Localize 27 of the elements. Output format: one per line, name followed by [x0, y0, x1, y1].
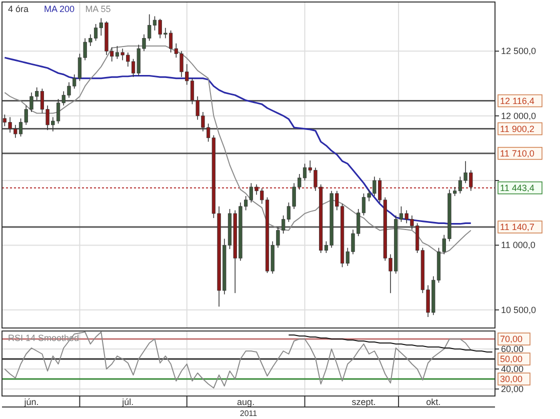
text: MA 55 — [85, 4, 111, 14]
x-tick-label: aug. — [237, 397, 255, 407]
y-tick-label: 40,00 — [501, 364, 524, 374]
ref-line-label: 11 140,7 — [500, 222, 534, 232]
x-tick-label: júl. — [121, 397, 134, 407]
x-tick-label: okt. — [426, 397, 441, 407]
ref-line-label: 11 710,0 — [500, 148, 534, 158]
ref-line-label: 11 900,2 — [500, 124, 534, 134]
y-tick-label: 60,00 — [501, 344, 524, 354]
y-tick-label: 11 000,0 — [501, 240, 536, 250]
x-axis-title: 2011 — [240, 409, 258, 418]
ref-line-label: 12 116,4 — [500, 96, 534, 106]
ref-line-label: 70,00 — [500, 334, 523, 344]
ref-line-label: 30,00 — [500, 374, 523, 384]
y-tick-label: 12 500,0 — [501, 46, 536, 56]
y-tick-label: 10 500,0 — [501, 304, 536, 315]
text: MA 200 — [44, 4, 75, 14]
ref-line-label: 11 443,4 — [500, 182, 534, 193]
ref-line-label: 50,00 — [500, 354, 523, 364]
x-tick-label: szept. — [352, 397, 376, 407]
line-series — [288, 334, 493, 352]
y-tick-label: 20,00 — [501, 384, 524, 394]
text: 4 óra — [8, 4, 29, 14]
y-tick-label: 12 000,0 — [501, 110, 536, 121]
line-series — [4, 56, 472, 225]
x-tick-label: jún. — [23, 397, 39, 407]
line-series — [4, 332, 472, 388]
